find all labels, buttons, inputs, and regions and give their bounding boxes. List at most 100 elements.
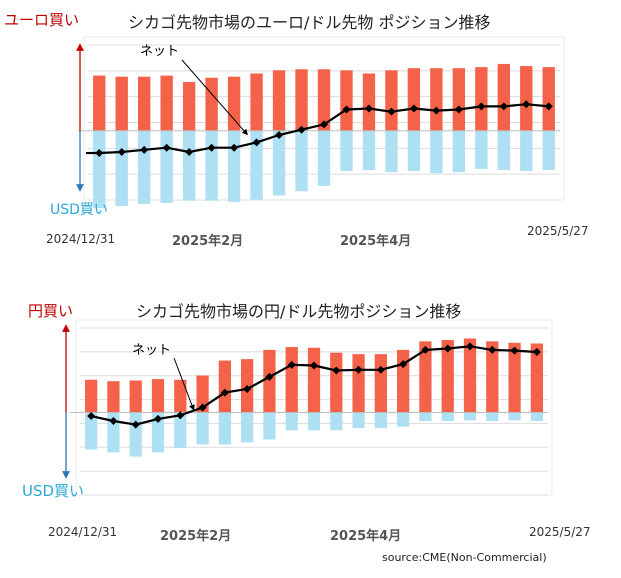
jpy-short-bar — [241, 412, 254, 443]
eur-long-bar — [250, 73, 263, 131]
eur-net-point — [499, 102, 508, 111]
eur-net-point — [140, 145, 149, 154]
eur-long-bar — [272, 70, 286, 131]
jpy-long-bar — [129, 380, 142, 413]
eur-long-bar — [93, 75, 106, 131]
eur-chart-title: シカゴ先物市場のユーロ/ドル先物 ポジション推移 — [128, 13, 491, 32]
eur-position-chart: ネット ユーロ買い シカゴ先物市場のユーロ/ドル先物 ポジション推移 USD買い… — [0, 0, 621, 250]
jpy-short-bar — [285, 412, 298, 431]
jpy-short-bar — [151, 412, 165, 453]
jpy-net-point — [310, 361, 318, 370]
jpy-net-point — [421, 345, 430, 354]
jpy-short-bar — [441, 412, 454, 422]
jpy-net-annotation: ネット — [132, 343, 171, 358]
eur-long-bar — [430, 68, 443, 131]
eur-short-bar — [295, 130, 308, 192]
eur-short-bar — [385, 130, 398, 173]
eur-long-bar — [317, 69, 331, 131]
eur-short-bar — [362, 130, 376, 170]
jpy-long-bar — [508, 342, 521, 413]
jpy-long-bar — [263, 349, 276, 413]
eur-short-bar — [250, 130, 263, 200]
eur-net-annotation-arrow — [181, 59, 248, 136]
jpy-short-bar — [508, 412, 521, 421]
eur-net-point — [252, 138, 261, 147]
eur-long-bar — [182, 81, 196, 131]
jpy-net-point — [332, 366, 341, 375]
eur-short-bar — [407, 130, 421, 172]
eur-short-label: USD買い — [50, 202, 108, 218]
jpy-xlabel-start: 2024/12/31 — [48, 525, 118, 539]
eur-short-bar — [340, 130, 353, 172]
eur-net-point — [409, 104, 418, 113]
jpy-net-point — [488, 345, 497, 354]
eur-long-bar — [160, 75, 173, 131]
eur-long-label: ユーロ買い — [4, 11, 80, 29]
jpy-short-bar — [129, 412, 142, 457]
jpy-short-bar — [397, 412, 410, 427]
eur-net-annotation: ネット — [140, 44, 179, 59]
jpy-short-bar — [486, 412, 499, 422]
eur-net-point — [477, 102, 486, 111]
jpy-xlabel-end: 2025/5/27 — [529, 525, 591, 539]
eur-net-point — [522, 100, 531, 109]
eur-net-point — [320, 120, 328, 129]
eur-chart-plot: ネット — [76, 36, 565, 209]
jpy-short-bar — [218, 412, 231, 445]
eur-short-bar — [317, 130, 331, 186]
eur-long-bar — [362, 73, 376, 131]
jpy-net-point — [87, 412, 96, 421]
jpy-long-bar — [530, 343, 543, 413]
jpy-net-point — [466, 342, 474, 351]
jpy-short-label: USD買い — [22, 482, 85, 500]
eur-net-point — [454, 105, 463, 114]
jpy-long-bar — [174, 379, 187, 413]
eur-net-point — [207, 143, 216, 152]
eur-short-bar — [205, 130, 218, 201]
eur-short-bar — [93, 130, 106, 209]
jpy-chart-title: シカゴ先物市場の円/ドル先物ポジション推移 — [136, 302, 462, 321]
jpy-short-bar — [530, 412, 543, 422]
eur-long-bar — [385, 70, 398, 131]
eur-short-bar — [272, 130, 286, 196]
jpy-net-point — [354, 365, 363, 374]
jpy-net-point — [510, 346, 519, 355]
eur-short-bar — [520, 130, 533, 172]
eur-long-bar — [295, 69, 308, 131]
jpy-long-bar — [285, 347, 298, 413]
eur-net-point — [162, 143, 171, 152]
jpy-position-chart: ネット 円買い シカゴ先物市場の円/ドル先物ポジション推移 USD買い 2024… — [0, 290, 621, 550]
jpy-long-bar — [85, 379, 98, 413]
jpy-long-bar — [151, 379, 165, 413]
jpy-short-bar — [463, 412, 477, 421]
eur-short-bar — [497, 130, 510, 170]
jpy-net-point — [265, 372, 274, 381]
eur-xlabel-end: 2025/5/27 — [527, 224, 589, 238]
jpy-long-bar — [486, 341, 499, 413]
jpy-long-label: 円買い — [28, 302, 74, 320]
eur-short-bar — [452, 130, 466, 173]
jpy-short-bar — [374, 412, 387, 429]
jpy-net-point — [176, 411, 185, 420]
jpy-net-point — [287, 360, 296, 369]
jpy-net-point — [220, 388, 229, 397]
jpy-net-point — [399, 360, 408, 369]
eur-net-point — [95, 149, 104, 158]
jpy-long-bar — [441, 339, 454, 413]
eur-long-bar — [205, 77, 218, 131]
jpy-short-bar — [419, 412, 432, 422]
jpy-net-point — [131, 420, 140, 429]
eur-short-bar — [115, 130, 128, 207]
jpy-short-bar — [174, 412, 187, 449]
eur-long-bar — [542, 67, 555, 131]
jpy-short-bar — [196, 412, 209, 445]
jpy-xlabel-apr: 2025年4月 — [330, 529, 402, 544]
eur-net-point — [297, 125, 306, 134]
eur-short-bar — [182, 130, 196, 201]
eur-xlabel-apr: 2025年4月 — [340, 234, 412, 249]
eur-long-bar — [520, 66, 533, 131]
jpy-long-bar — [352, 354, 365, 413]
eur-xlabel-feb: 2025年2月 — [172, 234, 244, 249]
source-note: source:CME(Non-Commercial) — [382, 551, 547, 564]
